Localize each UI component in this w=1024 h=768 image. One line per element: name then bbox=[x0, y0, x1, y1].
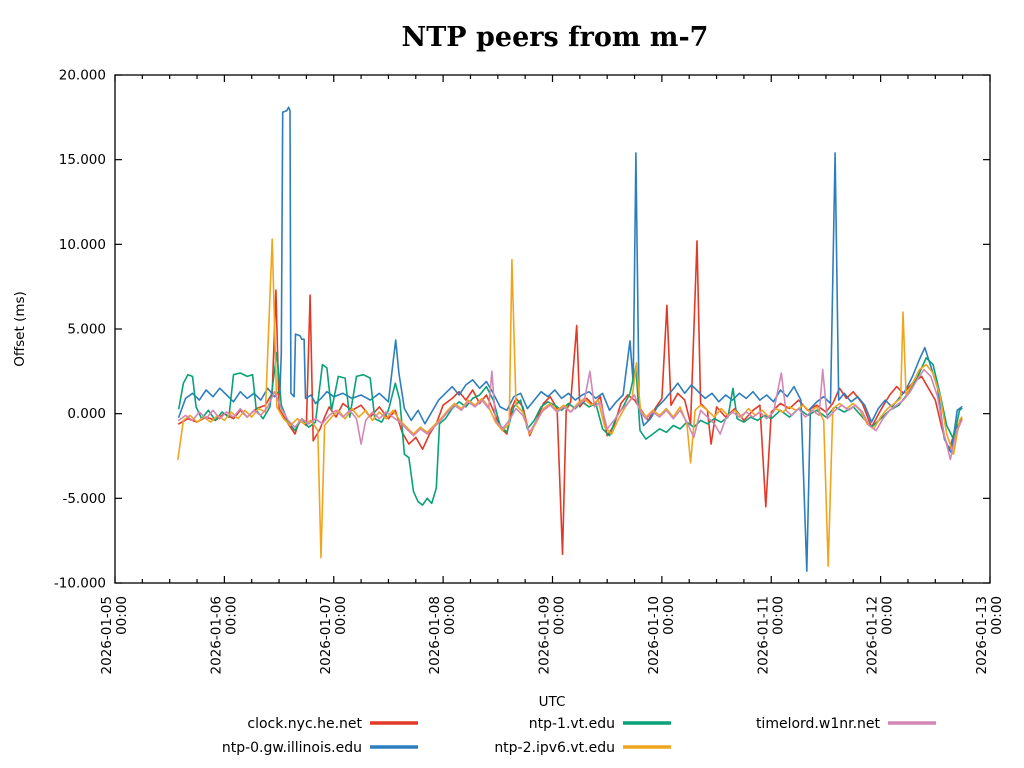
axis-ticks bbox=[114, 74, 991, 584]
axis-tick-label: 5.000 bbox=[67, 322, 106, 338]
series-line-timelord-w1nr-net bbox=[178, 368, 963, 461]
axis-tick-label: 0.000 bbox=[67, 406, 106, 422]
legend-label-ntp-2-ipv6-vt-edu: ntp-2.ipv6.vt.edu bbox=[494, 740, 615, 756]
axis-tick-label: 2026-01-08 bbox=[427, 596, 443, 674]
axis-tick-label: 00:00 bbox=[989, 596, 1005, 635]
axis-tick-label: 2026-01-11 bbox=[755, 596, 771, 674]
legend-label-ntp-0-gw-illinois-edu: ntp-0.gw.illinois.edu bbox=[222, 740, 362, 756]
axis-tick-label: 2026-01-06 bbox=[208, 596, 224, 674]
axis-tick-label: 00:00 bbox=[770, 596, 786, 635]
axis-tick-label: 00:00 bbox=[442, 596, 458, 635]
axis-tick-label: 00:00 bbox=[880, 596, 896, 635]
plot-border bbox=[114, 74, 991, 584]
axis-tick-labels: 20.000 15.000 10.000 5.000 0.000 -5.000 -10.00… bbox=[54, 68, 1005, 675]
axis-tick-label: -10.000 bbox=[54, 576, 106, 592]
axis-tick-label: 15.000 bbox=[59, 152, 106, 168]
axis-tick-label: 00:00 bbox=[333, 596, 349, 635]
legend-label-ntp-1-vt-edu: ntp-1.vt.edu bbox=[529, 716, 615, 732]
legend-label-timelord-w1nr-net: timelord.w1nr.net bbox=[756, 716, 881, 732]
axis-tick-label: 2026-01-07 bbox=[318, 596, 334, 674]
series-line-ntp-1-vt-edu bbox=[178, 351, 963, 506]
series-line-ntp-0-gw-illinois-edu bbox=[178, 106, 963, 572]
axis-tick-label: 2026-01-10 bbox=[646, 596, 662, 674]
axis-tick-label: 00:00 bbox=[114, 596, 130, 635]
axis-tick-label: 2026-01-12 bbox=[865, 596, 881, 674]
legend: clock.nyc.he.net ntp-0.gw.illinois.edu n… bbox=[222, 716, 936, 756]
chart-title: NTP peers from m-7 bbox=[402, 22, 709, 53]
x-axis-title: UTC bbox=[539, 694, 566, 710]
axis-tick-label: 00:00 bbox=[552, 596, 568, 635]
legend-label-clock-nyc-he-net: clock.nyc.he.net bbox=[247, 716, 362, 732]
axis-tick-label: 2026-01-09 bbox=[537, 596, 553, 674]
axis-tick-label: 00:00 bbox=[661, 596, 677, 635]
axis-tick-label: 2026-01-05 bbox=[99, 596, 115, 674]
y-axis-title: Offset (ms) bbox=[12, 291, 28, 367]
axis-tick-label: -5.000 bbox=[62, 491, 106, 507]
series-lines bbox=[177, 106, 963, 572]
axis-tick-label: 00:00 bbox=[223, 596, 239, 635]
axis-tick-label: 20.000 bbox=[59, 68, 106, 84]
axis-tick-label: 2026-01-13 bbox=[974, 596, 990, 674]
series-line-clock-nyc-he-net bbox=[178, 240, 963, 556]
axis-tick-label: 10.000 bbox=[59, 237, 106, 253]
series-line-ntp-2-ipv6-vt-edu bbox=[177, 238, 963, 567]
